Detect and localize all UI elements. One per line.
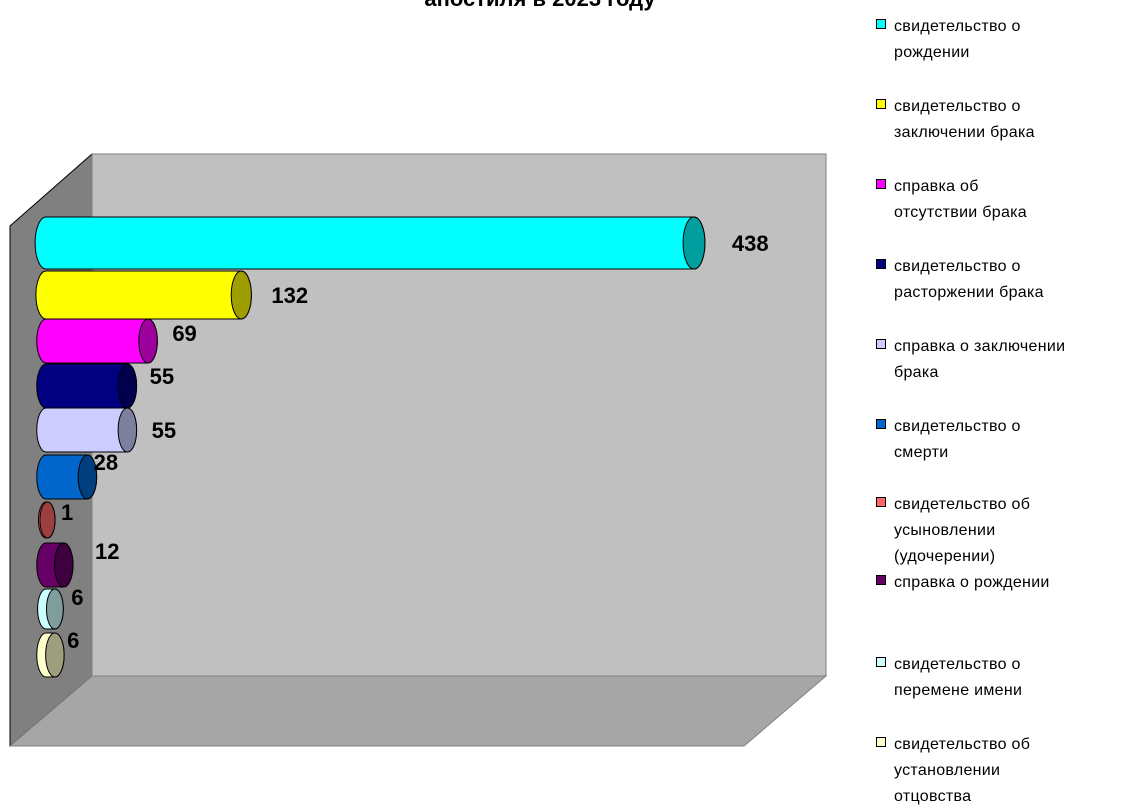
legend-swatch <box>876 19 886 29</box>
legend-swatch <box>876 99 886 109</box>
bar-cap <box>54 542 74 588</box>
data-label: 12 <box>95 539 119 564</box>
legend-swatch <box>876 575 886 585</box>
bar-1: 438 <box>34 216 769 270</box>
legend-swatch <box>876 657 886 667</box>
bar-7: 1 <box>37 500 73 539</box>
legend-label: рождении <box>894 44 970 61</box>
legend-label: брака <box>894 364 939 381</box>
legend-label: смерти <box>894 444 949 461</box>
bar-2: 132 <box>35 270 308 320</box>
legend-label: расторжении брака <box>894 284 1044 301</box>
legend-label: справка об <box>894 178 979 195</box>
bar-3: 69 <box>36 318 197 364</box>
bar-cap <box>77 454 98 500</box>
bar-cap <box>39 501 56 539</box>
legend-swatch <box>876 497 886 507</box>
bar-10: 6 <box>36 628 79 678</box>
legend-label: усыновлении <box>894 522 996 539</box>
legend-label: (удочерении) <box>894 548 996 565</box>
legend-label: справка о заключении <box>894 338 1066 355</box>
bar-8: 12 <box>36 539 119 588</box>
data-label: 6 <box>67 628 79 653</box>
bar-6: 28 <box>36 450 118 500</box>
data-label: 1 <box>61 500 73 525</box>
legend-swatch <box>876 179 886 189</box>
bar-cap <box>230 270 252 320</box>
chart-floor <box>8 675 828 747</box>
legend-label: свидетельство о <box>894 656 1021 673</box>
legend-swatch <box>876 737 886 747</box>
legend-label: справка о рождении <box>894 574 1050 591</box>
legend-label: отцовства <box>894 788 972 805</box>
data-label: 438 <box>732 231 769 256</box>
bar-cap <box>138 318 158 364</box>
bar-cap <box>682 216 706 270</box>
data-label: 69 <box>172 321 196 346</box>
legend-swatch <box>876 259 886 269</box>
legend-swatch <box>876 339 886 349</box>
bar-cap <box>45 632 65 678</box>
legend-label: свидетельство о <box>894 418 1021 435</box>
legend-label: свидетельство о <box>894 258 1021 275</box>
legend-label: перемене имени <box>894 682 1023 699</box>
legend-label: свидетельство об <box>894 496 1031 513</box>
legend-label: заключении брака <box>894 124 1035 141</box>
bar-cap <box>117 363 138 409</box>
data-label: 55 <box>150 364 174 389</box>
data-label: 55 <box>152 418 176 443</box>
legend-label: свидетельство о <box>894 98 1021 115</box>
data-label: 132 <box>271 283 308 308</box>
legend-label: отсутствии брака <box>894 204 1028 221</box>
bar-cap <box>45 588 64 630</box>
bar-body <box>34 216 706 270</box>
legend-label: установлении <box>894 762 1001 779</box>
chart-title: апостиля в 2023 году <box>330 0 750 12</box>
legend-swatch <box>876 419 886 429</box>
legend-label: свидетельство о <box>894 18 1021 35</box>
bar-5: 55 <box>36 407 176 453</box>
bar-4: 55 <box>36 363 174 409</box>
legend-label: свидетельство об <box>894 736 1031 753</box>
bar-body <box>35 270 252 320</box>
data-label: 6 <box>71 585 83 610</box>
data-label: 28 <box>94 450 118 475</box>
bar-cap <box>117 407 138 453</box>
bar-9: 6 <box>37 585 84 630</box>
